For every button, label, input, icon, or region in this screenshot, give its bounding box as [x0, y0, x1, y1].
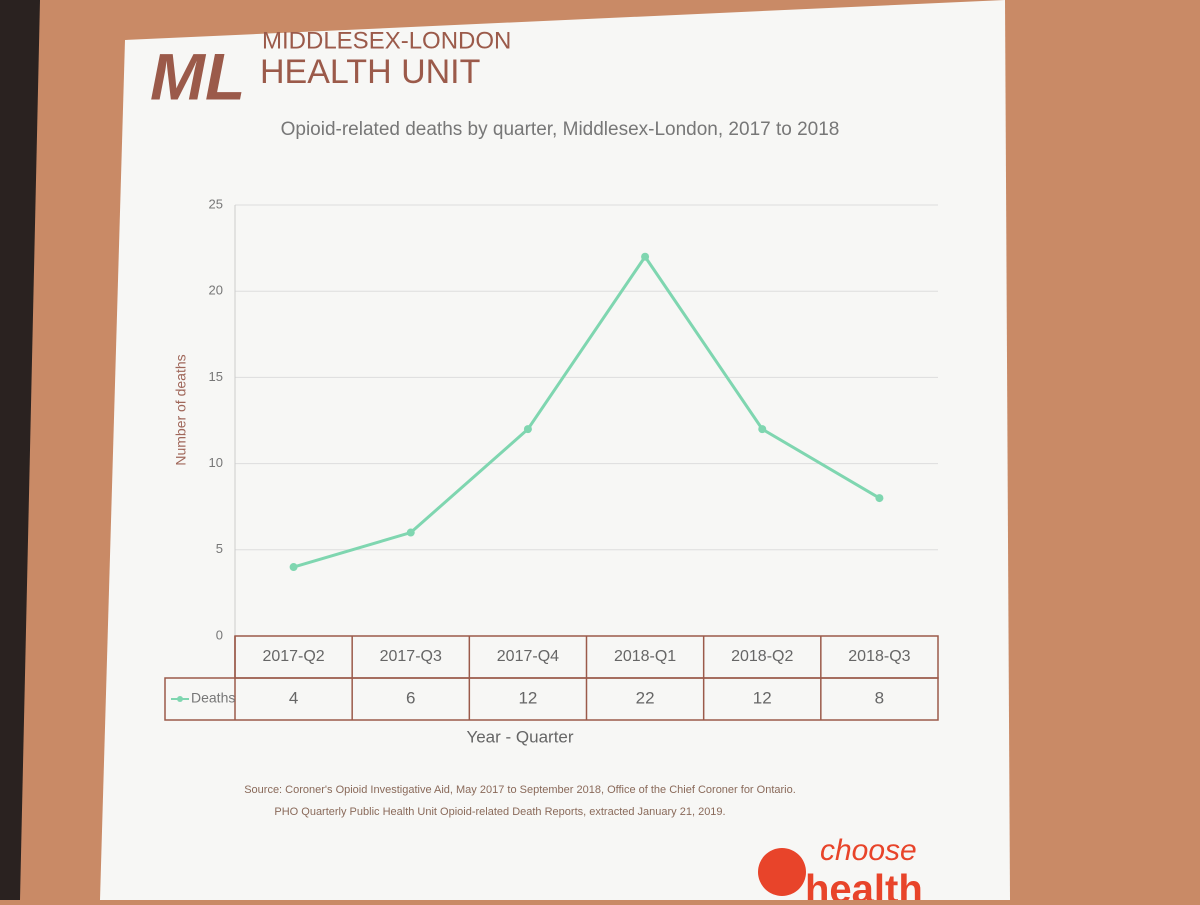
chart: 0 5 10 15 20 25 2017-Q2 2017-Q3 2017-Q4 2018-Q1 20… — [164, 196, 939, 721]
org-name: MIDDLESEX-LONDON — [262, 27, 511, 54]
data-point — [406, 528, 415, 537]
table-value: 12 — [518, 688, 537, 707]
data-point — [875, 494, 884, 503]
source-text: PHO Quarterly Public Health Unit Opioid-… — [274, 806, 725, 818]
chart-title: Opioid-related deaths by quarter, Middle… — [281, 119, 840, 140]
x-tick-label: 2018-Q2 — [731, 648, 793, 665]
org-name: HEALTH UNIT — [260, 53, 480, 91]
brand-apple — [758, 848, 806, 896]
legend-swatch — [177, 696, 183, 702]
source-text: Source: Coroner's Opioid Investigative A… — [244, 784, 796, 796]
x-axis-label: Year - Quarter — [466, 727, 573, 746]
wall-edge — [0, 0, 40, 900]
y-axis-label: Number of deaths — [173, 354, 189, 465]
brand-text: health — [805, 868, 923, 900]
table-border — [164, 677, 939, 721]
y-tick-label: 25 — [209, 196, 223, 211]
x-tick-label: 2017-Q4 — [497, 648, 559, 665]
data-point — [289, 563, 298, 572]
y-tick-label: 15 — [209, 369, 223, 384]
y-tick-label: 0 — [216, 627, 223, 642]
y-tick-label: 20 — [209, 283, 223, 298]
data-point — [523, 425, 532, 434]
x-tick-label: 2018-Q1 — [614, 648, 676, 665]
table-value: 4 — [289, 688, 298, 707]
legend-label: Deaths — [191, 690, 235, 706]
logo-initials: ML — [150, 39, 245, 113]
y-tick-label: 10 — [209, 455, 223, 470]
table-value: 12 — [753, 688, 772, 707]
table-value: 22 — [636, 688, 655, 707]
data-point — [641, 252, 650, 261]
table-value: 8 — [875, 688, 884, 707]
data-line — [293, 254, 881, 569]
slide — [100, 0, 1010, 900]
data-point — [758, 425, 767, 434]
x-tick-label: 2017-Q2 — [262, 648, 324, 665]
y-tick-label: 5 — [216, 541, 223, 556]
brand-text: choose — [820, 834, 917, 867]
x-tick-label: 2018-Q3 — [848, 648, 910, 665]
table-value: 6 — [406, 688, 415, 707]
x-tick-label: 2017-Q3 — [380, 648, 442, 665]
